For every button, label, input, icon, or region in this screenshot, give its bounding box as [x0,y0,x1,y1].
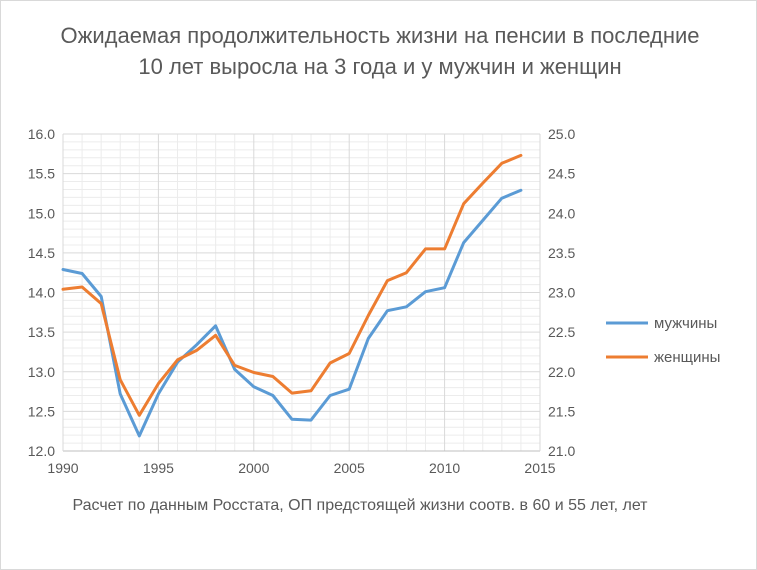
x-tick-label: 1995 [143,460,174,476]
y-right-tick-label: 22.0 [548,364,575,380]
tick-labels: 16.0 15.5 15.0 14.5 14.0 13.5 13.0 12.5 12.0 25.0… [28,126,576,476]
chart-title: Ожидаемая продолжительность жизни на пен… [60,23,700,79]
y-left-tick-label: 12.5 [28,403,55,419]
y-left-tick-label: 13.5 [28,324,55,340]
x-tick-label: 2000 [238,460,269,476]
y-left-tick-label: 15.0 [28,205,55,221]
x-tick-label: 2015 [524,460,555,476]
x-tick-label: 2010 [429,460,460,476]
y-left-tick-label: 15.5 [28,166,55,182]
y-left-tick-label: 16.0 [28,126,55,142]
x-tick-label: 2005 [334,460,365,476]
y-left-tick-label: 14.0 [28,285,55,301]
series-line-men [61,188,523,438]
y-right-tick-label: 21.5 [548,403,575,419]
y-right-tick-label: 22.5 [548,324,575,340]
legend-label: мужчины [654,315,717,332]
legend-label: женщины [654,349,720,366]
y-right-tick-label: 24.5 [548,166,575,182]
series-line-women [61,153,523,417]
series-lines [61,153,523,438]
y-left-tick-label: 12.0 [28,443,55,459]
y-right-tick-label: 25.0 [548,126,575,142]
y-right-tick-label: 24.0 [548,205,575,221]
x-tick-label: 1990 [47,460,78,476]
legend: мужчины женщины [606,315,720,366]
y-right-tick-label: 23.0 [548,285,575,301]
chart-caption: Расчет по данным Росстата, ОП предстояще… [72,497,648,514]
y-right-tick-label: 21.0 [548,443,575,459]
y-right-tick-label: 23.5 [548,245,575,261]
chart-axes [62,134,541,452]
y-left-tick-label: 13.0 [28,364,55,380]
y-left-tick-label: 14.5 [28,245,55,261]
